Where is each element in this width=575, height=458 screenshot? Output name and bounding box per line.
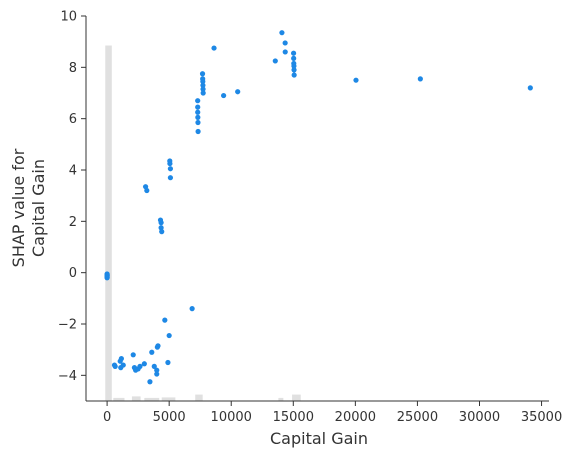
data-point — [291, 72, 297, 78]
data-point — [154, 371, 160, 377]
data-point — [154, 367, 160, 373]
y-axis-title: SHAP value for Capital Gain — [9, 148, 48, 267]
data-point — [167, 175, 174, 181]
data-point — [166, 332, 172, 339]
histogram-bar — [144, 397, 160, 401]
data-point — [147, 379, 153, 385]
data-point — [158, 220, 164, 226]
data-point — [353, 77, 359, 83]
data-point — [200, 86, 206, 92]
data-point — [165, 359, 171, 366]
data-point — [195, 104, 201, 110]
data-point — [158, 225, 164, 231]
data-point — [290, 50, 297, 56]
data-point — [291, 55, 297, 61]
y-tick-label: 2 — [69, 215, 77, 230]
data-point — [221, 92, 227, 99]
data-point — [141, 361, 147, 367]
y-axis-title-line-1: SHAP value for — [9, 148, 28, 267]
x-tick-label: 35000 — [521, 410, 562, 425]
data-point — [151, 363, 157, 369]
data-point — [200, 82, 206, 88]
data-point — [195, 114, 201, 120]
x-tick-label: 5000 — [153, 410, 186, 425]
data-point — [200, 90, 206, 96]
data-point — [200, 78, 206, 85]
data-point — [112, 363, 118, 369]
data-point — [149, 349, 155, 355]
data-point — [162, 317, 168, 323]
data-point — [195, 128, 201, 135]
x-tick-label: 0 — [103, 410, 111, 425]
y-tick-label: 8 — [69, 61, 77, 76]
y-tick-label: 0 — [69, 266, 77, 281]
data-point — [235, 89, 241, 95]
x-tick-label: 30000 — [459, 410, 500, 425]
data-point — [282, 49, 288, 55]
data-point — [195, 109, 201, 115]
data-point — [527, 85, 533, 91]
data-point — [195, 119, 201, 126]
x-axis-ticks: 0 5000 10000 15000 20000 25000 30000 35000 — [103, 401, 562, 425]
data-point — [282, 40, 288, 46]
data-point — [189, 306, 195, 312]
data-point — [120, 362, 126, 368]
y-axis-title-line-2: Capital Gain — [29, 159, 48, 257]
histogram-bar — [195, 394, 203, 401]
histogram-bar — [105, 45, 112, 402]
data-point — [199, 71, 206, 77]
y-tick-label: 10 — [60, 10, 77, 25]
data-point — [211, 45, 217, 51]
y-tick-label: 6 — [69, 112, 77, 127]
data-point — [272, 58, 278, 64]
y-tick-label: 4 — [69, 164, 77, 179]
x-tick-label: 20000 — [335, 410, 376, 425]
data-point — [104, 271, 110, 277]
data-point — [291, 67, 297, 73]
histogram-layer — [105, 45, 301, 402]
x-tick-label: 10000 — [211, 410, 252, 425]
y-tick-label: −2 — [58, 318, 77, 333]
data-point — [130, 352, 136, 358]
data-point — [195, 98, 201, 104]
histogram-bar — [292, 394, 301, 401]
x-tick-label: 15000 — [273, 410, 314, 425]
y-axis-ticks: −4 −2 0 2 4 6 8 10 — [58, 10, 86, 384]
data-point — [137, 363, 143, 369]
x-tick-label: 25000 — [397, 410, 438, 425]
data-point — [144, 187, 150, 194]
data-point — [118, 356, 124, 362]
data-point — [167, 160, 173, 167]
data-point — [159, 229, 165, 235]
histogram-bar — [131, 396, 141, 401]
y-tick-label: −4 — [58, 369, 77, 384]
histogram-bar — [278, 397, 284, 401]
scatter-points — [104, 30, 533, 385]
data-point — [279, 30, 285, 36]
data-point — [167, 166, 174, 172]
data-point — [155, 343, 161, 349]
histogram-bar — [161, 397, 176, 401]
histogram-bar — [113, 397, 125, 401]
data-point — [417, 76, 423, 82]
x-axis-title: Capital Gain — [270, 429, 368, 448]
data-point — [291, 63, 297, 69]
